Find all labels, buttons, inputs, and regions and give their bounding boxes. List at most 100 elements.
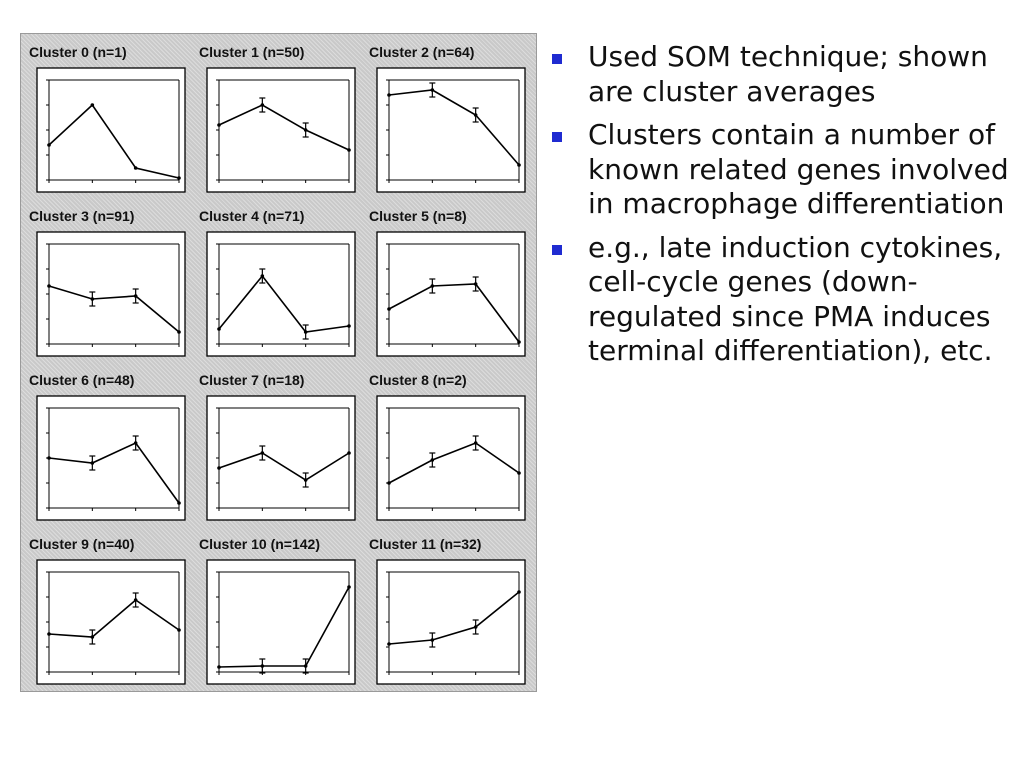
data-point <box>347 148 351 152</box>
data-point <box>133 294 138 298</box>
bullet-list: Used SOM technique; shown are cluster av… <box>548 40 1014 730</box>
cluster-chart <box>36 231 186 357</box>
cluster-title: Cluster 4 (n=71) <box>199 208 305 224</box>
cluster-title: Cluster 11 (n=32) <box>369 536 482 552</box>
cluster-panel: Cluster 11 (n=32) <box>363 528 532 690</box>
data-point <box>260 274 265 278</box>
data-point <box>90 635 95 639</box>
plot-frame <box>36 67 186 193</box>
series-line <box>48 103 180 179</box>
data-point <box>177 176 181 180</box>
plot-frame <box>376 67 526 193</box>
series-line <box>388 283 520 343</box>
cluster-title: Cluster 2 (n=64) <box>369 44 475 60</box>
data-point <box>430 638 435 642</box>
cluster-title: Cluster 9 (n=40) <box>29 536 135 552</box>
data-point <box>260 103 265 107</box>
cluster-chart <box>206 231 356 357</box>
data-point <box>90 461 95 465</box>
cluster-chart <box>206 67 356 193</box>
cluster-title: Cluster 6 (n=48) <box>29 372 135 388</box>
cluster-chart <box>376 559 526 685</box>
data-point <box>217 466 221 470</box>
data-point <box>387 93 391 97</box>
data-point <box>47 632 51 636</box>
data-point <box>217 123 221 127</box>
plot-frame <box>206 67 356 193</box>
data-point <box>387 481 391 485</box>
bullet-text: Clusters contain a number of known relat… <box>588 118 1009 220</box>
series-line <box>48 441 180 504</box>
data-point <box>217 327 221 331</box>
bullet-item: Used SOM technique; shown are cluster av… <box>548 40 1014 109</box>
data-point <box>517 340 521 344</box>
data-point <box>517 590 521 594</box>
bullet-square-icon <box>552 132 562 142</box>
data-point <box>303 478 308 482</box>
cluster-chart <box>206 559 356 685</box>
series-line <box>388 89 520 166</box>
plot-frame <box>36 395 186 521</box>
data-point <box>90 297 95 301</box>
bullet-text: e.g., late induction cytokines, cell-cyc… <box>588 230 1003 368</box>
data-point <box>177 501 181 505</box>
cluster-panel: Cluster 6 (n=48) <box>23 364 192 526</box>
series-line <box>218 274 350 333</box>
bullet-item: e.g., late induction cytokines, cell-cyc… <box>548 231 1014 369</box>
data-point <box>90 103 95 107</box>
bullet-square-icon <box>552 54 562 64</box>
series-line <box>388 442 520 484</box>
cluster-chart <box>36 395 186 521</box>
data-point <box>47 284 51 288</box>
plot-frame <box>376 395 526 521</box>
plot-frame <box>206 231 356 357</box>
data-point <box>303 128 308 132</box>
data-point <box>133 441 138 445</box>
data-point <box>260 451 265 455</box>
plot-frame <box>376 559 526 685</box>
data-point <box>133 598 138 602</box>
cluster-chart <box>36 67 186 193</box>
cluster-title: Cluster 10 (n=142) <box>199 536 320 552</box>
plot-frame <box>206 395 356 521</box>
cluster-grid: Cluster 0 (n=1) Cluster 1 (n=50) Cluster 2… <box>20 33 537 692</box>
cluster-panel: Cluster 5 (n=8) <box>363 200 532 362</box>
cluster-panel: Cluster 10 (n=142) <box>193 528 362 690</box>
data-point <box>260 664 265 668</box>
data-point <box>473 441 478 445</box>
data-point <box>303 330 308 334</box>
cluster-title: Cluster 1 (n=50) <box>199 44 305 60</box>
cluster-panel: Cluster 9 (n=40) <box>23 528 192 690</box>
series-line <box>218 586 350 668</box>
data-point <box>473 113 478 117</box>
cluster-chart <box>36 559 186 685</box>
cluster-chart <box>376 395 526 521</box>
data-point <box>430 88 435 92</box>
cluster-panel: Cluster 0 (n=1) <box>23 36 192 198</box>
cluster-chart <box>376 67 526 193</box>
cluster-title: Cluster 0 (n=1) <box>29 44 127 60</box>
data-point <box>473 625 478 629</box>
cluster-panel: Cluster 8 (n=2) <box>363 364 532 526</box>
cluster-chart <box>206 395 356 521</box>
cluster-title: Cluster 7 (n=18) <box>199 372 305 388</box>
data-point <box>47 456 51 460</box>
series-line <box>218 452 350 481</box>
data-point <box>303 664 308 668</box>
data-point <box>430 458 435 462</box>
data-point <box>133 166 138 170</box>
data-point <box>177 330 181 334</box>
data-point <box>177 628 181 632</box>
data-point <box>347 451 351 455</box>
cluster-panel: Cluster 2 (n=64) <box>363 36 532 198</box>
data-point <box>47 143 51 147</box>
cluster-title: Cluster 5 (n=8) <box>369 208 467 224</box>
cluster-panel: Cluster 7 (n=18) <box>193 364 362 526</box>
data-point <box>430 284 435 288</box>
cluster-panel: Cluster 4 (n=71) <box>193 200 362 362</box>
cluster-title: Cluster 3 (n=91) <box>29 208 135 224</box>
data-point <box>347 324 351 328</box>
series-line <box>388 591 520 645</box>
data-point <box>517 471 521 475</box>
